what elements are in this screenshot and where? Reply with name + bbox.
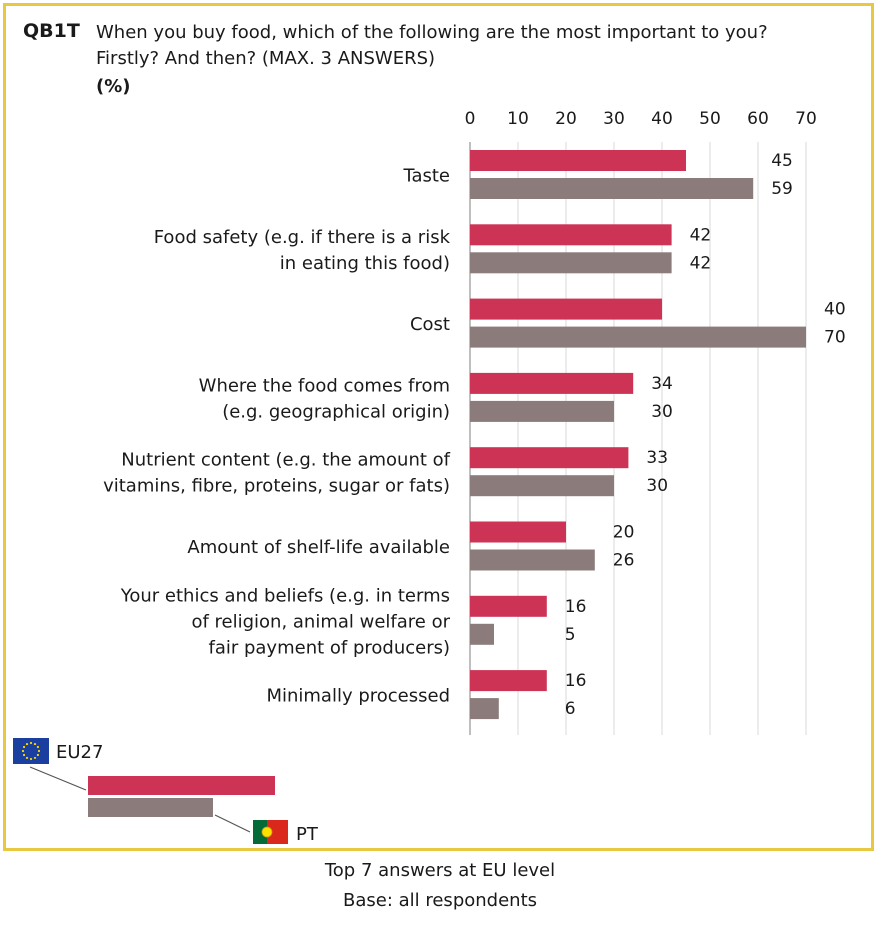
x-tick-label: 0 — [465, 109, 476, 129]
bar-eu27 — [470, 298, 662, 320]
eu-flag-star — [29, 757, 33, 761]
value-label-pt: 30 — [646, 476, 668, 496]
x-tick-label: 20 — [555, 109, 577, 129]
footer-note-1: Top 7 answers at EU level — [324, 860, 556, 881]
bar-pt — [470, 400, 614, 422]
category-label: Minimally processed — [266, 686, 450, 707]
eu-flag-star — [33, 756, 37, 760]
unit-label: (%) — [96, 76, 131, 97]
bar-pt — [470, 326, 806, 348]
value-label-eu27: 45 — [771, 151, 793, 171]
pt-flag-emblem — [261, 826, 273, 838]
legend-label-pt: PT — [296, 824, 319, 845]
category-label: Amount of shelf-life available — [187, 537, 450, 558]
x-tick-label: 50 — [699, 109, 721, 129]
value-label-eu27: 40 — [824, 300, 846, 320]
eu-flag-star — [33, 742, 37, 746]
category-label: (e.g. geographical origin) — [222, 401, 450, 422]
value-label-eu27: 42 — [690, 225, 712, 245]
bar-eu27 — [470, 670, 547, 692]
value-label-pt: 5 — [565, 625, 576, 645]
bar-pt — [470, 549, 595, 571]
value-label-eu27: 16 — [565, 597, 587, 617]
eu-flag-star — [25, 742, 29, 746]
x-tick-label: 30 — [603, 109, 625, 129]
value-label-eu27: 20 — [613, 523, 635, 543]
legend-bar-pt — [88, 798, 213, 817]
eu-flag-star — [37, 749, 41, 753]
category-label: Where the food comes from — [199, 375, 450, 396]
pt-flag-icon — [253, 820, 267, 844]
bar-eu27 — [470, 521, 566, 543]
category-label: Taste — [402, 166, 450, 187]
value-label-pt: 70 — [824, 328, 846, 348]
x-tick-label: 40 — [651, 109, 673, 129]
category-label: Food safety (e.g. if there is a risk — [154, 227, 451, 248]
question-text-line2: Firstly? And then? (MAX. 3 ANSWERS) — [96, 48, 436, 69]
x-tick-label: 60 — [747, 109, 769, 129]
value-label-eu27: 33 — [646, 448, 668, 468]
eu-flag-star — [25, 756, 29, 760]
value-label-pt: 6 — [565, 699, 576, 719]
bar-pt — [470, 698, 499, 720]
category-label: fair payment of producers) — [208, 637, 450, 658]
chart-frame — [3, 3, 874, 851]
category-label: vitamins, fibre, proteins, sugar or fats… — [103, 476, 450, 497]
eu-flag-star — [29, 741, 33, 745]
value-label-eu27: 16 — [565, 671, 587, 691]
bar-pt — [470, 178, 754, 199]
bar-pt — [470, 252, 672, 274]
category-label: of religion, animal welfare or — [191, 611, 450, 632]
value-label-pt: 26 — [613, 551, 635, 571]
eu-flag-star — [22, 745, 26, 749]
category-label: in eating this food) — [280, 253, 450, 274]
legend-label-eu27: EU27 — [56, 742, 103, 763]
bar-pt — [470, 623, 494, 645]
question-id: QB1T — [23, 20, 80, 42]
legend-connector-pt — [214, 814, 251, 833]
category-label: Your ethics and beliefs (e.g. in terms — [120, 585, 450, 606]
eu-flag-star — [36, 753, 40, 757]
x-tick-label: 10 — [507, 109, 529, 129]
bar-eu27 — [470, 224, 672, 246]
footer-note-2: Base: all respondents — [342, 890, 538, 911]
value-label-pt: 42 — [690, 253, 712, 273]
question-text: When you buy food, which of the followin… — [96, 20, 856, 72]
bar-eu27 — [470, 595, 547, 617]
eu-flag-star — [21, 749, 25, 753]
category-label: Nutrient content (e.g. the amount of — [121, 450, 450, 471]
legend-connector-eu27 — [29, 766, 87, 791]
bar-eu27 — [470, 150, 686, 171]
value-label-eu27: 34 — [651, 374, 673, 394]
pt-flag-red — [267, 820, 288, 844]
category-label: Cost — [410, 314, 450, 335]
legend-bar-eu27 — [88, 776, 275, 795]
x-tick-label: 70 — [795, 109, 817, 129]
value-label-pt: 30 — [651, 402, 673, 422]
value-label-pt: 59 — [771, 179, 793, 199]
bar-pt — [470, 475, 614, 497]
eu-flag-star — [22, 753, 26, 757]
question-text-line1: When you buy food, which of the followin… — [96, 22, 768, 43]
eu-flag-star — [36, 745, 40, 749]
bar-eu27 — [470, 372, 634, 394]
bar-eu27 — [470, 447, 629, 469]
